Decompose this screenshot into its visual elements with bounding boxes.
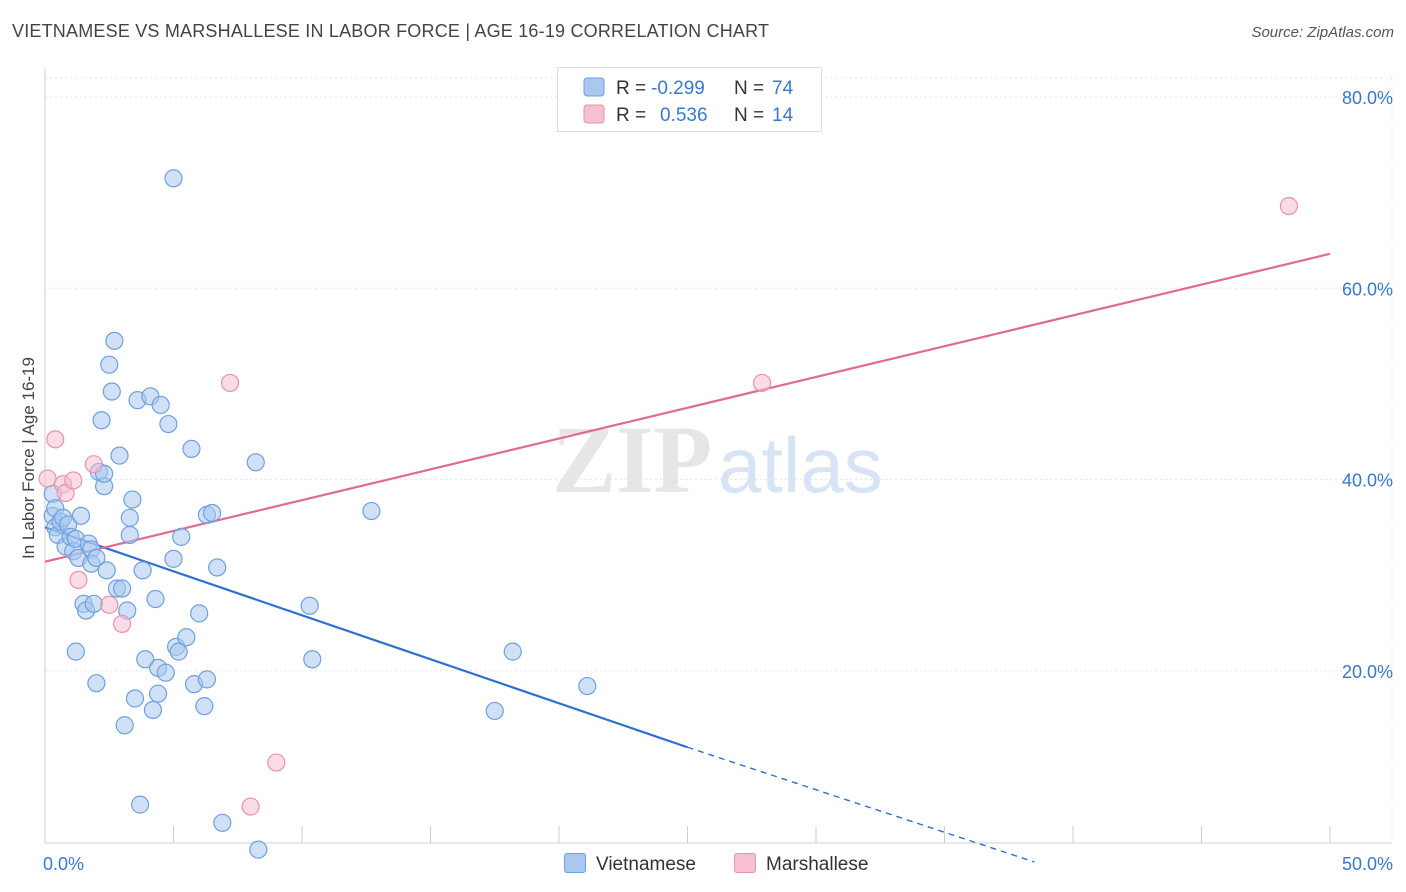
y-tick-label-0: 80.0% <box>1342 88 1393 108</box>
correlation-legend: R = -0.299 N = 74 R = 0.536 N = 14 <box>557 67 822 132</box>
x-tick-labels: 0.0% 50.0% <box>43 854 1393 874</box>
point-marshallese-12 <box>752 373 772 393</box>
bottom-legend-swatch-vietnamese <box>564 853 586 873</box>
point-marshallese-9 <box>220 373 240 393</box>
point-vietnamese-39 <box>125 689 145 708</box>
point-vietnamese-73 <box>503 642 522 661</box>
point-vietnamese-55 <box>169 642 188 661</box>
point-vietnamese-46 <box>146 589 165 609</box>
point-vietnamese-52 <box>164 169 183 188</box>
point-marshallese-13 <box>1279 196 1298 216</box>
point-vietnamese-36 <box>120 508 139 527</box>
legend-n-label-1: N = <box>734 78 764 99</box>
x-tick-label-0: 0.0% <box>43 854 84 874</box>
watermark: ZIP atlas <box>552 406 883 513</box>
point-vietnamese-51 <box>159 414 178 434</box>
y-tick-label-3: 20.0% <box>1342 662 1393 682</box>
watermark-atlas: atlas <box>718 421 883 509</box>
series-marshallese <box>38 196 1298 816</box>
y-tick-label-2: 40.0% <box>1342 471 1393 491</box>
legend-n-label-2: N = <box>734 105 764 126</box>
point-vietnamese-74 <box>578 676 597 696</box>
legend-r-label-1: R = <box>616 78 646 99</box>
point-vietnamese-38 <box>123 490 142 509</box>
bottom-legend-label-vietnamese: Vietnamese <box>596 854 696 875</box>
point-vietnamese-64 <box>202 503 222 523</box>
chart-title: VIETNAMESE VS MARSHALLESE IN LABOR FORCE… <box>12 21 770 41</box>
point-vietnamese-42 <box>133 561 152 580</box>
trendline-vietnamese-extension <box>687 746 1035 863</box>
point-vietnamese-49 <box>151 395 170 415</box>
point-vietnamese-53 <box>164 549 183 568</box>
legend-n-value-1: 74 <box>772 78 794 99</box>
axes <box>44 68 1392 844</box>
point-marshallese-7 <box>100 595 119 614</box>
point-vietnamese-34 <box>115 716 134 735</box>
trendline-vietnamese <box>44 526 688 749</box>
legend-r-value-2: 0.536 <box>660 105 708 126</box>
x-tick-label-1: 50.0% <box>1342 854 1393 874</box>
legend-graphic: R = -0.299 N = 74 R = 0.536 N = 14 <box>583 77 794 126</box>
point-marshallese-1 <box>46 430 65 449</box>
point-vietnamese-45 <box>143 700 163 720</box>
point-vietnamese-30 <box>105 331 124 350</box>
point-vietnamese-61 <box>195 697 214 716</box>
bottom-legend-vietnamese: Vietnamese <box>564 853 696 876</box>
point-marshallese-11 <box>267 753 286 772</box>
point-vietnamese-43 <box>136 650 155 669</box>
y-tick-labels: 80.0% 60.0% 40.0% 20.0% <box>1342 88 1393 682</box>
point-vietnamese-13 <box>66 642 85 661</box>
point-vietnamese-37 <box>120 525 139 545</box>
watermark-zip: ZIP <box>552 406 712 513</box>
point-vietnamese-66 <box>213 813 232 832</box>
point-marshallese-0 <box>38 469 57 488</box>
point-marshallese-4 <box>64 471 83 490</box>
point-vietnamese-21 <box>87 548 106 568</box>
point-vietnamese-56 <box>172 527 191 546</box>
point-vietnamese-29 <box>102 382 121 401</box>
point-vietnamese-28 <box>100 355 119 374</box>
point-vietnamese-62 <box>197 670 217 689</box>
point-marshallese-5 <box>69 570 88 590</box>
chart-source: Source: ZipAtlas.com <box>1251 24 1394 41</box>
point-vietnamese-57 <box>177 628 196 647</box>
legend-r-value-1: -0.299 <box>651 78 705 99</box>
point-vietnamese-68 <box>249 840 268 859</box>
bottom-legend-swatch-marshallese <box>734 853 756 873</box>
series-vietnamese <box>43 169 597 859</box>
legend-swatch-vietnamese <box>583 77 605 97</box>
point-vietnamese-60 <box>190 604 209 623</box>
point-vietnamese-69 <box>300 596 319 615</box>
legend-swatch-marshallese <box>583 104 605 124</box>
trendlines <box>44 252 1331 863</box>
point-vietnamese-14 <box>71 506 91 525</box>
bottom-legend-marshallese: Marshallese <box>734 853 868 876</box>
point-vietnamese-32 <box>110 446 129 465</box>
point-vietnamese-58 <box>182 439 201 458</box>
point-vietnamese-70 <box>303 650 322 669</box>
point-vietnamese-22 <box>87 674 106 693</box>
point-marshallese-6 <box>84 455 103 474</box>
point-vietnamese-33 <box>112 579 132 598</box>
point-vietnamese-71 <box>362 501 381 521</box>
legend-r-label-2: R = <box>616 105 646 126</box>
point-vietnamese-24 <box>92 411 111 430</box>
point-vietnamese-72 <box>485 701 504 721</box>
point-vietnamese-27 <box>97 561 116 580</box>
point-vietnamese-65 <box>208 558 227 577</box>
trendline-marshallese <box>44 252 1331 563</box>
point-marshallese-10 <box>241 797 260 816</box>
point-vietnamese-20 <box>84 594 103 613</box>
legend-n-value-2: 14 <box>772 105 794 126</box>
y-axis-label: In Labor Force | Age 16-19 <box>19 357 38 559</box>
point-vietnamese-48 <box>148 684 168 703</box>
point-vietnamese-50 <box>156 663 175 682</box>
point-marshallese-8 <box>112 614 132 633</box>
bottom-legend-label-marshallese: Marshallese <box>766 854 869 875</box>
point-vietnamese-67 <box>246 453 265 472</box>
y-tick-label-1: 60.0% <box>1342 279 1393 299</box>
point-vietnamese-41 <box>130 795 150 814</box>
